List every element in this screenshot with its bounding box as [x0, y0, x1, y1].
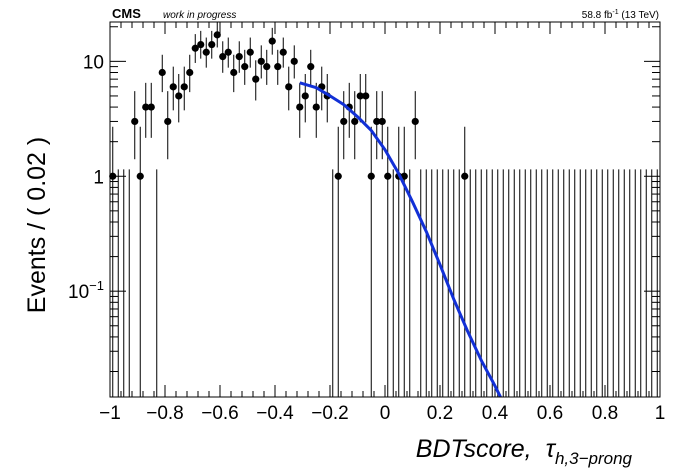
x-axis-label: BDTscore, τh,3−prong	[416, 435, 633, 468]
data-point	[334, 172, 342, 180]
x-tick-label: 0.4	[482, 403, 509, 424]
x-tick-label: −0.4	[256, 403, 294, 424]
fit-curve-group	[299, 81, 502, 398]
data-point	[169, 83, 177, 91]
energy-label: (13 TeV)	[619, 10, 659, 21]
x-tick-label: −1	[99, 403, 121, 424]
data-point	[367, 172, 375, 180]
data-point	[158, 68, 166, 77]
x-tick-label: −0.8	[146, 403, 184, 424]
data-point	[191, 44, 199, 52]
data-point	[230, 68, 238, 77]
fit-curve	[299, 81, 502, 398]
cms-label: CMS	[112, 6, 141, 21]
y-axis-label: Events / ( 0.02 )	[23, 137, 51, 313]
data-point	[147, 103, 155, 111]
data-point	[351, 117, 359, 126]
data-point	[378, 117, 386, 126]
data-point	[274, 63, 282, 71]
status-label: work in progress	[163, 10, 236, 21]
data-point	[340, 117, 348, 126]
data-point	[312, 103, 320, 111]
data-point	[307, 63, 315, 71]
data-point	[263, 63, 271, 71]
data-point	[246, 48, 254, 56]
y-tick-label: 10−1	[68, 278, 104, 303]
y-tick-base: 1	[93, 167, 104, 188]
x-tick-label: 0.8	[592, 403, 618, 424]
data-point	[142, 103, 150, 111]
data-point	[186, 68, 194, 77]
data-point	[180, 83, 188, 91]
x-tick-label: −0.6	[201, 403, 239, 424]
y-tick-base: 10	[83, 52, 104, 73]
lumi-label: 58.8 fb-1 (13 TeV)	[582, 9, 659, 21]
error-bars	[110, 22, 658, 397]
data-point	[224, 48, 232, 56]
data-point	[356, 92, 364, 100]
x-axis-label-subscript: h,3−prong	[555, 449, 633, 468]
data-point	[461, 172, 469, 180]
data-point	[411, 117, 419, 126]
x-tick-label: 1	[655, 403, 666, 424]
data-point	[301, 92, 309, 100]
x-tick-label: 0.2	[427, 403, 453, 424]
y-tick-exponent: −1	[89, 278, 104, 293]
data-point	[384, 172, 392, 180]
data-point	[197, 40, 205, 49]
y-tick-label: 10	[83, 52, 104, 73]
data-point	[202, 48, 210, 56]
x-tick-labels: −1 −0.8 −0.6 −0.4 −0.2 0 0.2 0.4 0.6 0.8 1	[99, 403, 665, 424]
data-point	[164, 117, 172, 126]
data-point	[219, 52, 227, 61]
y-tick-base: 10	[68, 282, 89, 303]
y-tick-label: 1	[93, 167, 104, 188]
data-point	[296, 103, 304, 111]
lumi-value: 58.8 fb	[582, 10, 613, 21]
data-point	[373, 117, 381, 126]
plot-frame	[109, 21, 661, 398]
data-point	[235, 52, 243, 61]
x-axis-label-main: BDTscore,	[416, 435, 532, 463]
data-point	[136, 172, 144, 180]
x-axis-label-tau: τ	[546, 435, 557, 463]
data-point	[252, 75, 260, 83]
data-point	[285, 83, 293, 91]
data-point	[109, 172, 117, 180]
data-point	[131, 117, 139, 126]
data-point	[241, 63, 249, 71]
data-point	[213, 31, 221, 39]
x-tick-label: 0	[380, 403, 391, 424]
data-point	[362, 92, 370, 100]
data-point	[257, 57, 265, 65]
x-tick-label: 0.6	[537, 403, 563, 424]
x-tick-label: −0.2	[311, 403, 349, 424]
lumi-exponent: -1	[612, 9, 618, 16]
data-point	[208, 40, 216, 49]
data-point	[290, 57, 298, 65]
data-point	[175, 92, 183, 100]
axis-ticks	[109, 22, 661, 397]
data-point	[268, 37, 276, 45]
data-point	[279, 48, 287, 56]
